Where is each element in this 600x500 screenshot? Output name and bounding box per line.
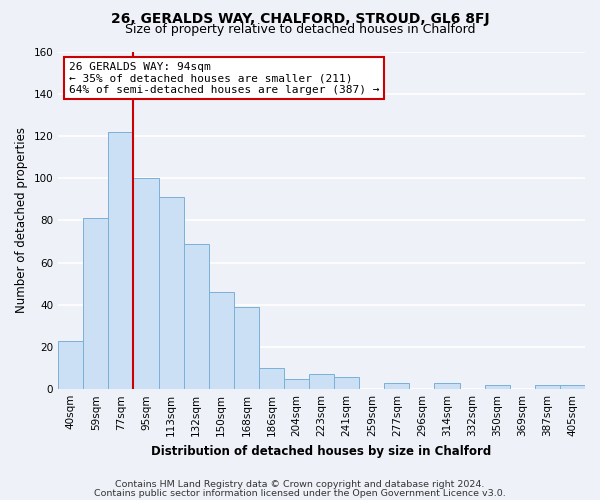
Bar — [133, 178, 158, 389]
Bar — [58, 340, 83, 389]
Bar — [209, 292, 234, 389]
Bar — [259, 368, 284, 389]
Bar — [83, 218, 109, 389]
Text: Contains public sector information licensed under the Open Government Licence v3: Contains public sector information licen… — [94, 488, 506, 498]
Bar — [234, 307, 259, 389]
Bar — [184, 244, 209, 389]
Text: 26 GERALDS WAY: 94sqm
← 35% of detached houses are smaller (211)
64% of semi-det: 26 GERALDS WAY: 94sqm ← 35% of detached … — [69, 62, 379, 95]
Bar — [385, 383, 409, 389]
Bar — [560, 385, 585, 389]
Y-axis label: Number of detached properties: Number of detached properties — [15, 128, 28, 314]
Bar — [284, 378, 309, 389]
Bar — [158, 197, 184, 389]
Bar — [309, 374, 334, 389]
Bar — [535, 385, 560, 389]
X-axis label: Distribution of detached houses by size in Chalford: Distribution of detached houses by size … — [151, 444, 492, 458]
Text: Size of property relative to detached houses in Chalford: Size of property relative to detached ho… — [125, 22, 475, 36]
Bar — [109, 132, 133, 389]
Bar — [485, 385, 510, 389]
Text: Contains HM Land Registry data © Crown copyright and database right 2024.: Contains HM Land Registry data © Crown c… — [115, 480, 485, 489]
Bar — [334, 376, 359, 389]
Text: 26, GERALDS WAY, CHALFORD, STROUD, GL6 8FJ: 26, GERALDS WAY, CHALFORD, STROUD, GL6 8… — [110, 12, 490, 26]
Bar — [434, 383, 460, 389]
